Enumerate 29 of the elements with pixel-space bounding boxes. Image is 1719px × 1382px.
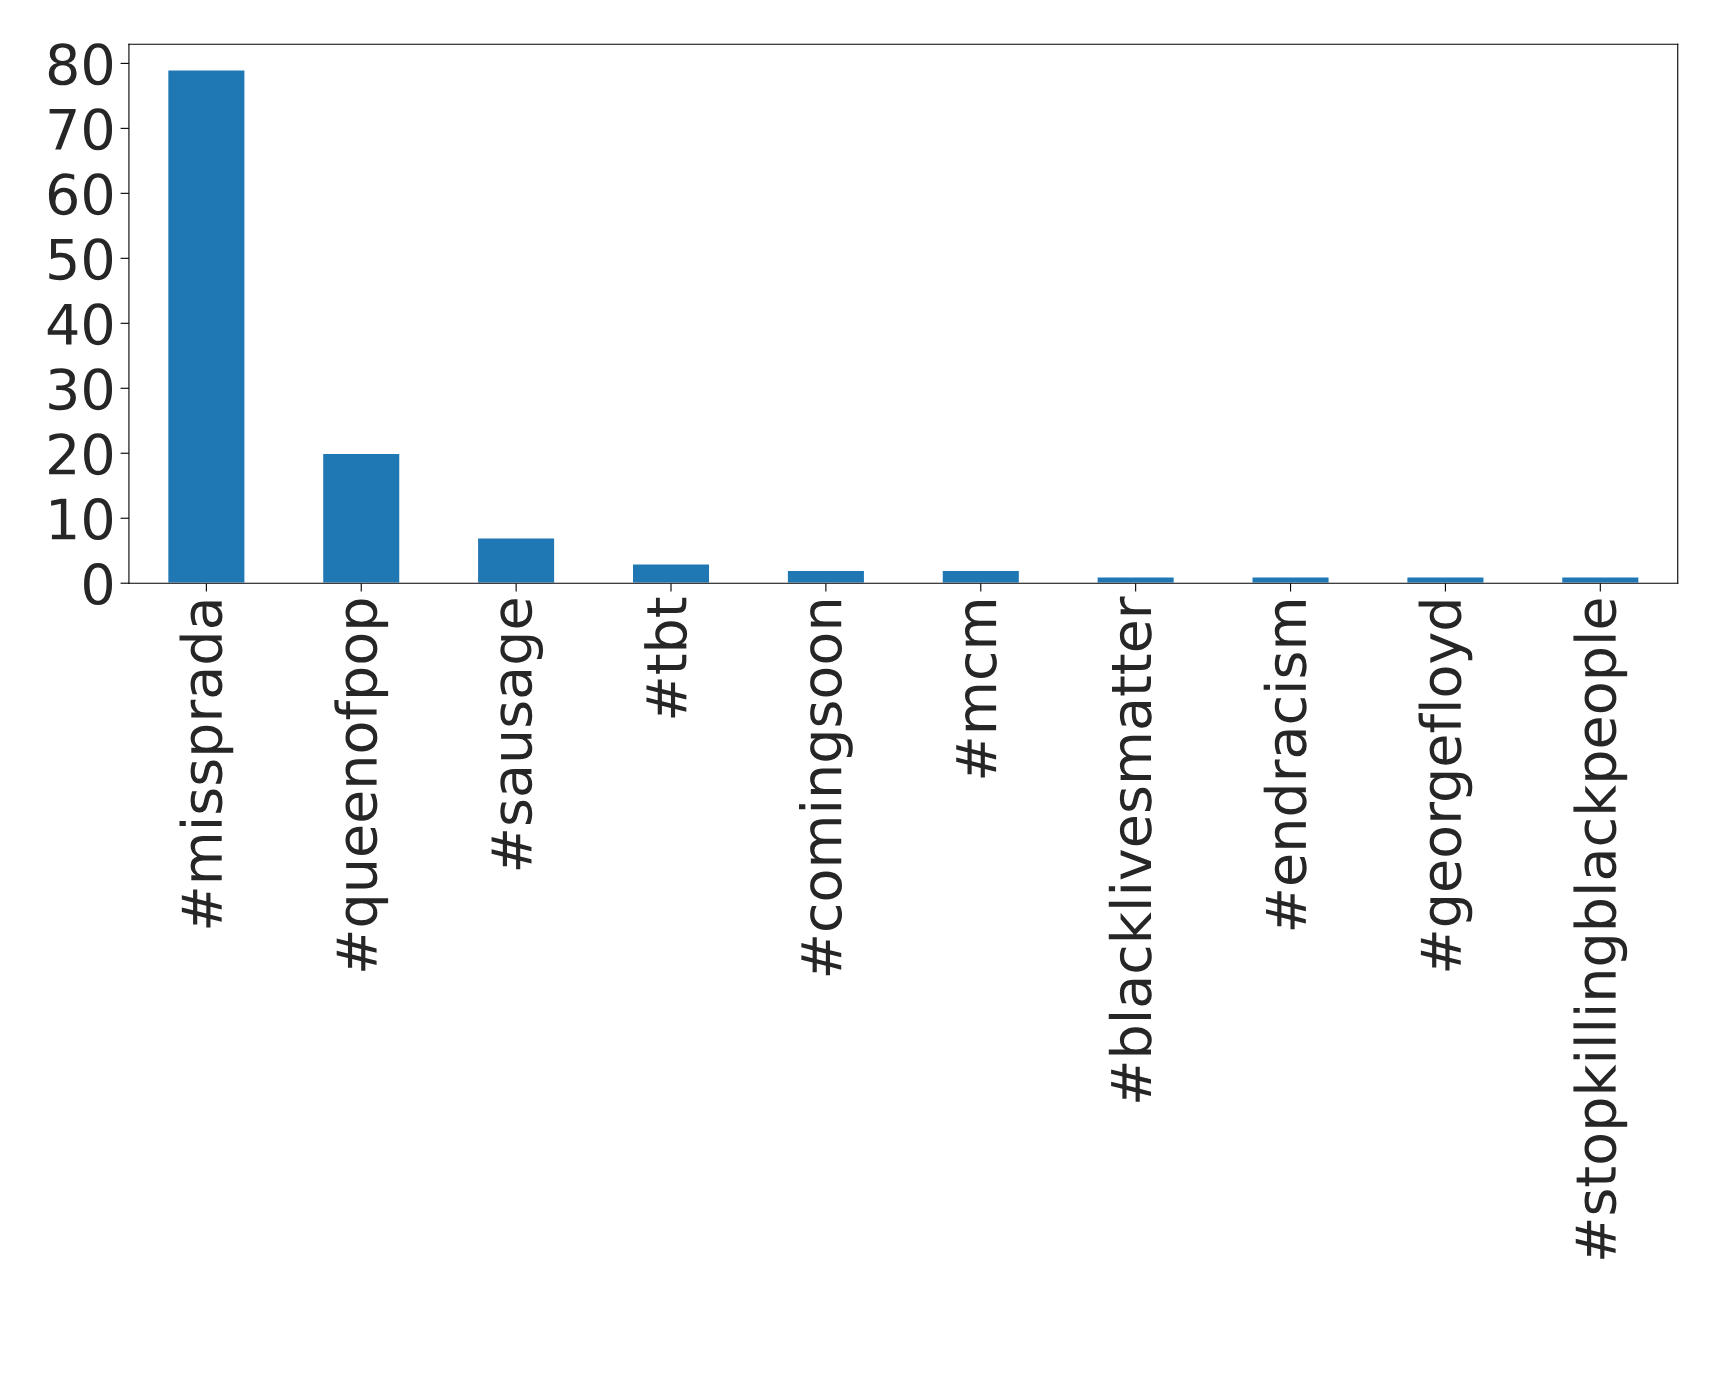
x-tick-label: #comingsoon — [799, 601, 853, 976]
bar — [1406, 576, 1485, 584]
bar — [321, 452, 401, 584]
y-tick-label: 0 — [84, 563, 113, 606]
x-tick-label: #missprada — [179, 601, 234, 928]
y-tick-label: 40 — [47, 303, 113, 346]
y-tick-label: 10 — [51, 498, 113, 541]
y-tick-label: 80 — [48, 43, 113, 86]
x-tick-label: #tbt — [644, 597, 688, 718]
y-tick-label: 60 — [48, 173, 113, 216]
bar — [786, 569, 866, 584]
bar — [166, 69, 246, 584]
bar — [476, 537, 556, 584]
x-tick-label: #georgefloyd — [1418, 601, 1473, 971]
x-tick-label: #stopkillingblackpeople — [1573, 599, 1628, 1259]
bar — [1251, 576, 1330, 584]
y-tick-label: 70 — [49, 108, 113, 151]
x-tick-label: #mcm — [956, 601, 997, 778]
y-tick-label: 30 — [49, 368, 113, 411]
bar — [1096, 576, 1176, 584]
y-tick-label: 50 — [49, 238, 113, 281]
x-tick-label: #blacklivesmatter — [1108, 596, 1152, 1102]
bar — [1560, 576, 1640, 584]
y-tick-label: 20 — [49, 433, 113, 476]
x-tick-label: #queenofpop — [334, 599, 389, 971]
bar — [941, 569, 1021, 584]
x-tick-label: #sausage — [491, 599, 544, 870]
bar — [631, 563, 711, 584]
x-tick-label: #endracism — [1263, 601, 1307, 930]
